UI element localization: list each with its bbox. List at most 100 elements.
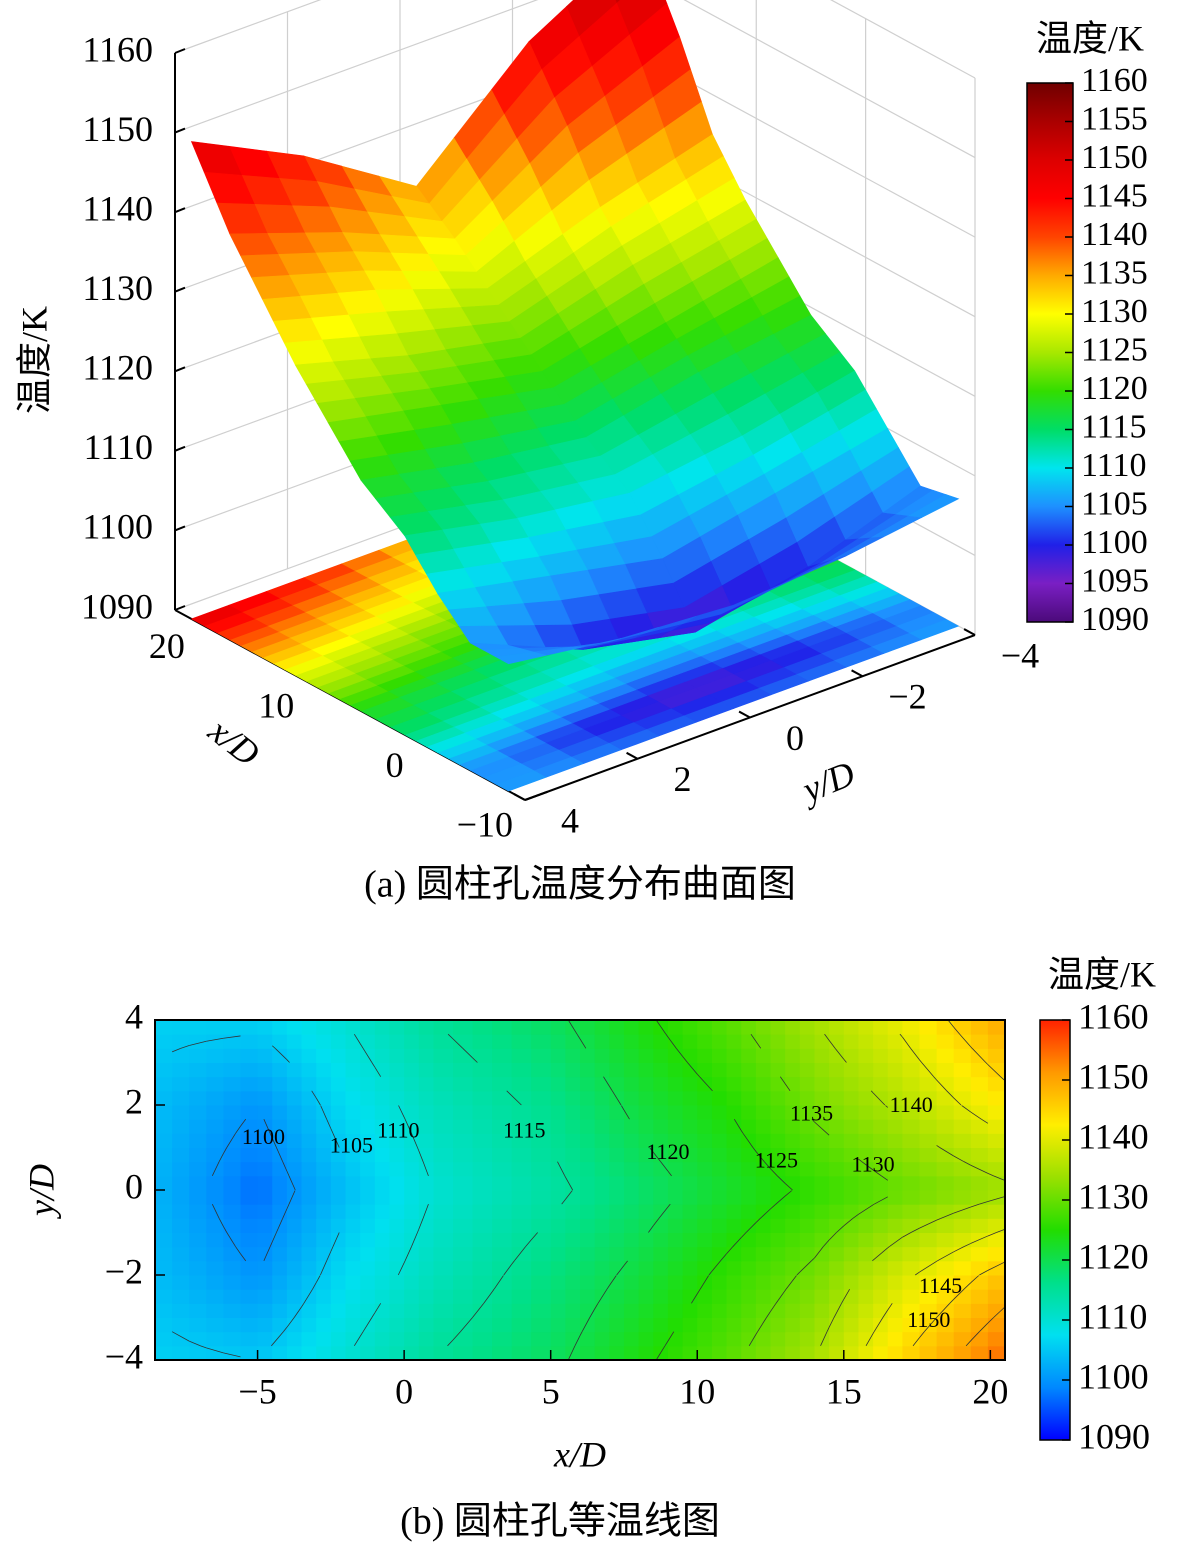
contour-line — [223, 1147, 228, 1154]
contour-cell — [755, 1345, 772, 1361]
contour-cell — [492, 1105, 513, 1120]
contour-line — [779, 1076, 786, 1084]
contour-cell — [755, 1260, 772, 1276]
z-tick-label: 1140 — [82, 188, 153, 228]
contour-cell — [814, 1119, 830, 1134]
contour-cell — [374, 1275, 390, 1290]
contour-cell — [785, 1147, 801, 1163]
y-tick-label: 2 — [125, 1081, 143, 1121]
contour-line — [269, 1241, 273, 1247]
contour-cell — [936, 1190, 955, 1205]
contour-cell — [345, 1105, 361, 1120]
contour-cell — [531, 1331, 552, 1347]
contour-cell — [389, 1218, 405, 1233]
contour-cell — [682, 1317, 698, 1333]
contour-cell — [452, 1232, 474, 1248]
contour-cell — [531, 1048, 552, 1063]
contour-cell — [155, 1034, 173, 1049]
contour-cell — [531, 1020, 552, 1035]
contour-cell — [829, 1090, 845, 1106]
contour-cell — [257, 1133, 273, 1148]
contour-cell — [565, 1260, 581, 1276]
contour-line — [755, 1218, 761, 1223]
contour-cell — [404, 1175, 420, 1191]
contour-cell — [653, 1232, 669, 1248]
contour-label: 1145 — [919, 1273, 962, 1298]
contour-cell — [594, 1204, 610, 1219]
contour-line — [872, 1092, 886, 1106]
contour-line — [417, 1147, 420, 1151]
contour-cell — [511, 1190, 532, 1205]
contour-cell — [987, 1133, 1006, 1148]
contour-cell — [741, 1105, 757, 1120]
contour-line — [660, 1161, 669, 1172]
contour-cell — [257, 1345, 273, 1361]
contour-cell — [887, 1147, 903, 1163]
contour-line — [326, 1251, 332, 1261]
contour-line — [330, 1128, 334, 1134]
contour-line — [784, 1183, 793, 1191]
contour-line — [655, 1345, 666, 1361]
contour-cell — [418, 1317, 434, 1333]
contour-cell — [206, 1190, 224, 1205]
contour-line — [574, 1335, 581, 1347]
contour-cell — [987, 1345, 1006, 1361]
x-tick-label: 15 — [826, 1371, 862, 1411]
contour-cell — [240, 1119, 259, 1134]
contour-cell — [550, 1260, 566, 1276]
contour-line — [235, 1246, 241, 1254]
contour-cell — [374, 1190, 390, 1205]
contour-cell — [653, 1161, 669, 1177]
tick — [524, 790, 548, 801]
contour-cell — [741, 1076, 757, 1092]
contour-line — [567, 1019, 578, 1035]
contour-cell — [360, 1034, 376, 1049]
contour-cell — [843, 1190, 859, 1205]
z-tick-label: 1090 — [81, 586, 153, 626]
contour-cell — [172, 1076, 190, 1092]
contour-cell — [785, 1204, 801, 1219]
contour-cell — [580, 1048, 596, 1063]
contour-cell — [814, 1147, 830, 1163]
contour-cell — [511, 1034, 532, 1049]
contour-cell — [345, 1062, 361, 1078]
contour-cell — [936, 1147, 955, 1163]
contour-cell — [492, 1190, 513, 1205]
contour-line — [447, 1339, 454, 1347]
contour-cell — [829, 1034, 845, 1049]
contour-cell — [936, 1175, 955, 1191]
contour-cell — [345, 1133, 361, 1148]
contour-line — [665, 1033, 669, 1038]
contour-cell — [550, 1034, 566, 1049]
contour-cell — [172, 1190, 190, 1205]
contour-line — [330, 1246, 334, 1252]
contour-cell — [609, 1034, 625, 1049]
contour-line — [263, 1246, 271, 1261]
contour-cell — [755, 1175, 772, 1191]
contour-cell — [785, 1161, 801, 1177]
contour-cell — [286, 1275, 303, 1290]
contour-cell — [843, 1119, 859, 1134]
contour-cell — [316, 1133, 332, 1148]
contour-cell — [189, 1034, 207, 1049]
contour-cell — [682, 1246, 698, 1262]
contour-line — [226, 1133, 236, 1148]
contour-cell — [223, 1317, 241, 1333]
contour-cell — [970, 1275, 989, 1290]
contour-line — [417, 1229, 420, 1233]
contour-cell — [936, 1260, 955, 1276]
contour-cell — [858, 1218, 874, 1233]
contour-cell — [594, 1232, 610, 1248]
contour-cell — [257, 1289, 273, 1304]
contour-cell — [418, 1076, 434, 1092]
contour-cell — [653, 1190, 669, 1205]
contour-cell — [240, 1232, 259, 1248]
contour-cell — [257, 1303, 273, 1318]
contour-cell — [770, 1062, 786, 1078]
contour-cell — [452, 1133, 474, 1148]
colorbar-tick-label: 1140 — [1078, 1116, 1149, 1156]
contour-cell — [155, 1048, 173, 1063]
contour-cell — [755, 1076, 772, 1092]
contour-line — [603, 1076, 610, 1087]
